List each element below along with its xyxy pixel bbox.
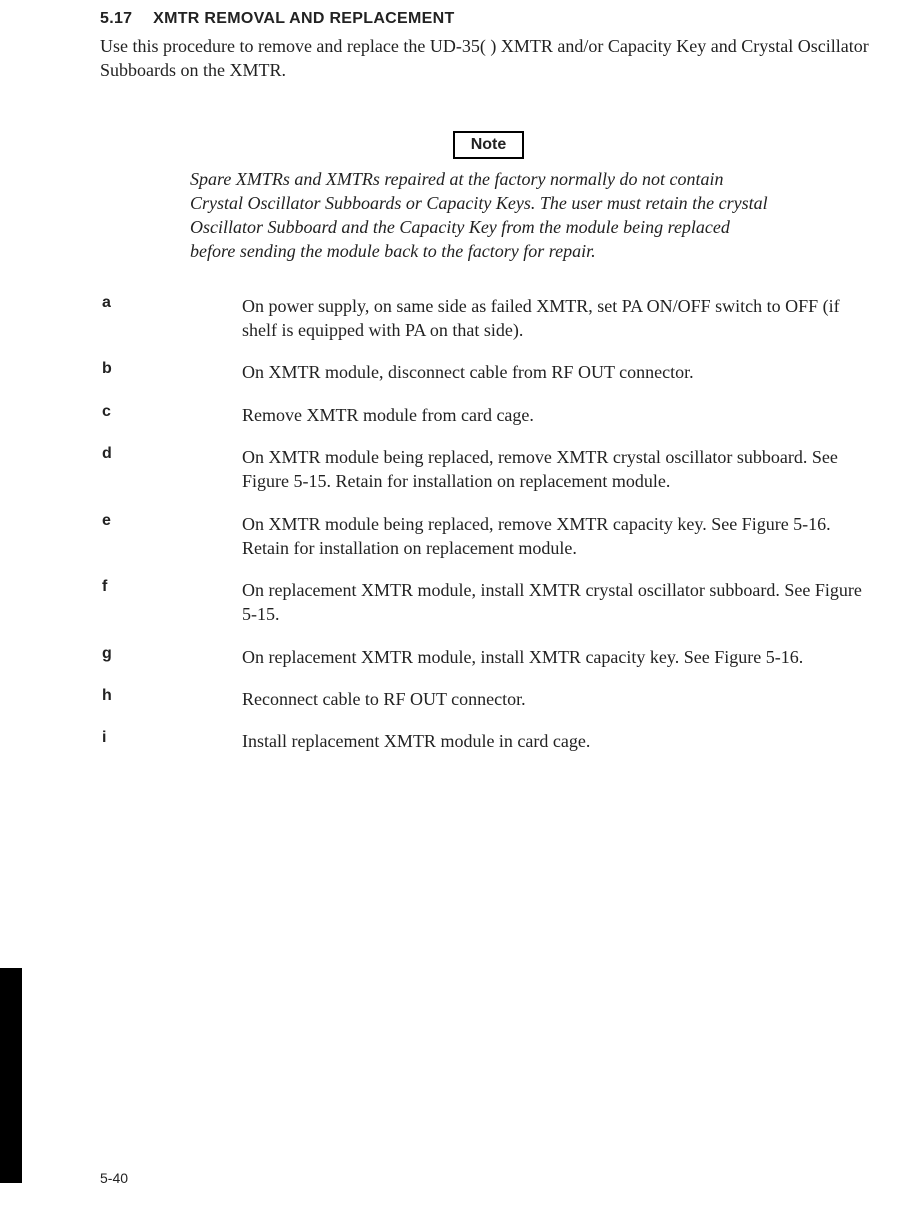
step-text: On XMTR module, disconnect cable from RF… [242,360,877,384]
step-row: e On XMTR module being replaced, remove … [100,512,877,561]
section-heading: 5.17 XMTR REMOVAL AND REPLACEMENT [100,10,877,28]
note-label-box: Note [453,131,525,159]
section-number: 5.17 [100,10,132,27]
step-row: h Reconnect cable to RF OUT connector. [100,687,877,711]
step-id: b [100,360,242,378]
step-row: b On XMTR module, disconnect cable from … [100,360,877,384]
intro-paragraph: Use this procedure to remove and replace… [100,34,877,83]
step-row: d On XMTR module being replaced, remove … [100,445,877,494]
step-row: c Remove XMTR module from card cage. [100,403,877,427]
step-id: i [100,729,242,747]
step-id: c [100,403,242,421]
section-title: XMTR REMOVAL AND REPLACEMENT [153,10,454,27]
document-page: 5.17 XMTR REMOVAL AND REPLACEMENT Use th… [0,0,921,1228]
step-id: g [100,645,242,663]
procedure-steps: a On power supply, on same side as faile… [100,294,877,754]
step-row: g On replacement XMTR module, install XM… [100,645,877,669]
step-id: h [100,687,242,705]
step-text: On XMTR module being replaced, remove XM… [242,512,877,561]
step-id: d [100,445,242,463]
note-body: Spare XMTRs and XMTRs repaired at the fa… [190,167,770,264]
step-text: Remove XMTR module from card cage. [242,403,877,427]
note-box-wrap: Note [100,131,877,159]
step-text: On replacement XMTR module, install XMTR… [242,645,877,669]
step-id: a [100,294,242,312]
step-row: a On power supply, on same side as faile… [100,294,877,343]
step-text: On XMTR module being replaced, remove XM… [242,445,877,494]
step-id: f [100,578,242,596]
step-text: On power supply, on same side as failed … [242,294,877,343]
section-side-tab [0,968,22,1183]
step-text: Reconnect cable to RF OUT connector. [242,687,877,711]
step-row: f On replacement XMTR module, install XM… [100,578,877,627]
step-text: Install replacement XMTR module in card … [242,729,877,753]
step-row: i Install replacement XMTR module in car… [100,729,877,753]
page-number: 5-40 [100,1170,128,1186]
step-id: e [100,512,242,530]
step-text: On replacement XMTR module, install XMTR… [242,578,877,627]
